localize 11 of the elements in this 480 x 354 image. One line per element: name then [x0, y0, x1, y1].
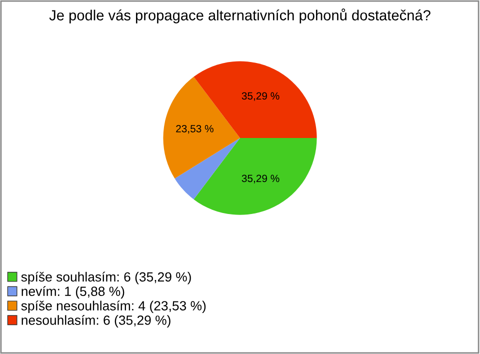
- data-label: 35,29 %: [242, 174, 280, 184]
- data-label: 23,53 %: [176, 125, 214, 134]
- data-label: 35,29 %: [242, 92, 280, 101]
- pie-slice: [174, 138, 240, 200]
- pie-slice: [163, 76, 240, 178]
- legend-label: nevím: 1 (5,88 %): [22, 286, 124, 299]
- legend-label: nesouhlasím: 6 (35,29 %): [22, 315, 170, 328]
- chart-title: Je podle vás propagace alternativních pohonů dostatečná?: [49, 8, 430, 24]
- pie-slice: [194, 138, 317, 215]
- legend-label: spíše nesouhlasím: 4 (23,53 %): [21, 300, 206, 314]
- legend-label: spíše souhlasím: 6 (35,29 %): [21, 272, 191, 284]
